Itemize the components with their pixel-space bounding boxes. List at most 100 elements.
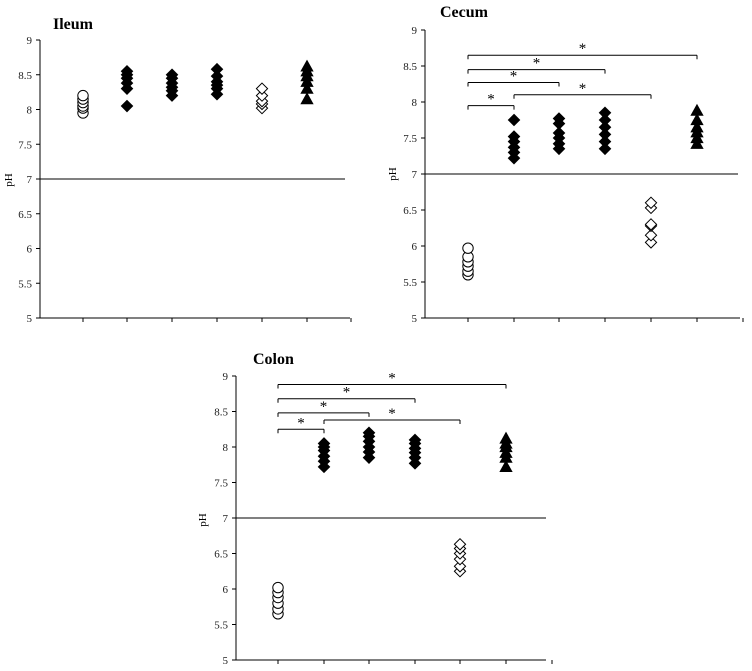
significance-bracket: *	[323, 406, 461, 425]
y-tick-label: 6	[412, 241, 418, 253]
significance-star: *	[320, 399, 328, 415]
significance-bracket: *	[467, 56, 606, 74]
y-tick-label: 6	[223, 584, 229, 596]
panel-ileum: Ileum pH 5 5.5 6 6.5 7 7.5 8 8.5 9	[3, 16, 352, 325]
data-group-2	[120, 64, 134, 113]
data-point-filled-diamond	[598, 120, 612, 134]
y-tick-label: 6	[27, 244, 33, 256]
data-point-filled-diamond	[210, 69, 224, 83]
data-point-open-circle	[462, 242, 474, 254]
significance-bracket: *	[277, 371, 507, 389]
y-tick-label: 8	[27, 105, 33, 117]
y-axis-label: pH	[197, 513, 209, 527]
data-group-4	[210, 62, 224, 101]
panel-title: Colon	[253, 351, 294, 368]
data-point-filled-diamond	[552, 112, 566, 125]
significance-star: *	[579, 41, 587, 57]
data-point-filled-diamond	[362, 426, 376, 440]
data-group-3	[362, 426, 376, 464]
data-point-open-circle	[77, 89, 89, 102]
data-point-open-diamond	[255, 82, 269, 95]
y-tick-label: 5	[223, 655, 229, 667]
data-point-open-diamond	[453, 559, 467, 573]
y-tick-label: 8.5	[18, 70, 32, 82]
data-point-open-diamond	[644, 196, 658, 210]
significance-bracket: *	[277, 385, 416, 403]
significance-star: *	[388, 406, 396, 422]
data-group-5	[453, 537, 467, 578]
y-tick-label: 8	[223, 442, 229, 454]
data-point-filled-diamond	[120, 99, 134, 113]
significance-star: *	[579, 81, 587, 97]
y-tick-label: 9	[27, 35, 33, 47]
significance-star: *	[533, 56, 541, 72]
data-group-1	[272, 581, 284, 620]
data-point-filled-diamond	[507, 113, 521, 127]
significance-star: *	[343, 385, 351, 401]
data-point-filled-diamond	[507, 130, 521, 143]
data-group-4	[598, 106, 612, 156]
data-point-filled-diamond	[165, 68, 179, 82]
data-point-filled-triangle	[300, 92, 314, 105]
data-point-filled-triangle	[690, 120, 704, 133]
data-group-5	[644, 196, 658, 249]
y-tick-label: 8.5	[403, 61, 417, 73]
y-tick-label: 5.5	[214, 620, 228, 632]
significance-bracket: *	[277, 415, 325, 434]
y-tick-label: 7.5	[403, 133, 417, 145]
data-group-2	[507, 113, 521, 165]
y-axis-label: pH	[3, 173, 15, 187]
data-point-filled-diamond	[598, 113, 612, 127]
data-point-open-diamond	[644, 228, 658, 242]
data-point-open-diamond	[644, 236, 658, 249]
y-tick-label: 5	[27, 313, 33, 325]
data-point-filled-triangle	[690, 113, 704, 126]
data-point-filled-diamond	[120, 64, 134, 78]
data-point-filled-diamond	[552, 126, 566, 140]
panel-colon: Colon pH 5 5.5 6 6.5 7 7.5 8 8.5 9 * * * * *	[197, 351, 553, 667]
y-tick-label: 7.5	[18, 139, 32, 151]
y-tick-label: 7	[412, 169, 418, 181]
y-tick-label: 7	[27, 174, 33, 186]
significance-star: *	[388, 371, 396, 387]
data-point-filled-diamond	[210, 62, 224, 76]
y-tick-label: 7.5	[214, 478, 228, 490]
y-tick-label: 6.5	[214, 549, 228, 561]
data-point-filled-diamond	[317, 437, 331, 450]
y-tick-label: 5	[412, 313, 418, 325]
data-point-open-circle	[272, 581, 284, 594]
data-point-filled-triangle	[690, 131, 704, 144]
data-point-open-diamond	[644, 218, 658, 231]
data-point-open-diamond	[453, 537, 467, 551]
panel-cecum: Cecum pH 5 5.5 6 6.5 7 7.5 8 8.5 9 * * * * *	[387, 4, 744, 325]
y-tick-label: 7	[223, 513, 229, 525]
y-tick-label: 6.5	[18, 209, 32, 221]
data-point-filled-triangle	[300, 81, 314, 94]
data-group-1	[77, 89, 89, 119]
significance-bracket: *	[467, 69, 560, 87]
data-point-filled-diamond	[408, 433, 422, 447]
significance-star: *	[510, 69, 518, 85]
data-point-filled-triangle	[499, 431, 513, 444]
y-axis-label: pH	[387, 167, 399, 181]
data-point-open-diamond	[255, 89, 269, 102]
y-tick-label: 5.5	[403, 277, 417, 289]
data-group-3	[165, 68, 179, 102]
panel-title: Ileum	[53, 16, 94, 33]
data-group-5	[255, 82, 269, 115]
y-tick-label: 5.5	[18, 278, 32, 290]
y-tick-label: 8.5	[214, 407, 228, 419]
data-group-3	[552, 112, 566, 156]
significance-bracket: *	[467, 92, 515, 110]
data-group-6	[499, 431, 513, 473]
data-point-filled-diamond	[598, 106, 612, 120]
panel-title: Cecum	[440, 4, 489, 21]
significance-bracket: *	[467, 41, 698, 60]
data-point-filled-diamond	[598, 135, 612, 148]
data-point-filled-triangle	[499, 460, 513, 473]
data-group-4	[408, 433, 422, 470]
data-group-6	[300, 59, 314, 105]
significance-bracket: *	[277, 399, 370, 417]
data-point-filled-triangle	[690, 103, 704, 116]
